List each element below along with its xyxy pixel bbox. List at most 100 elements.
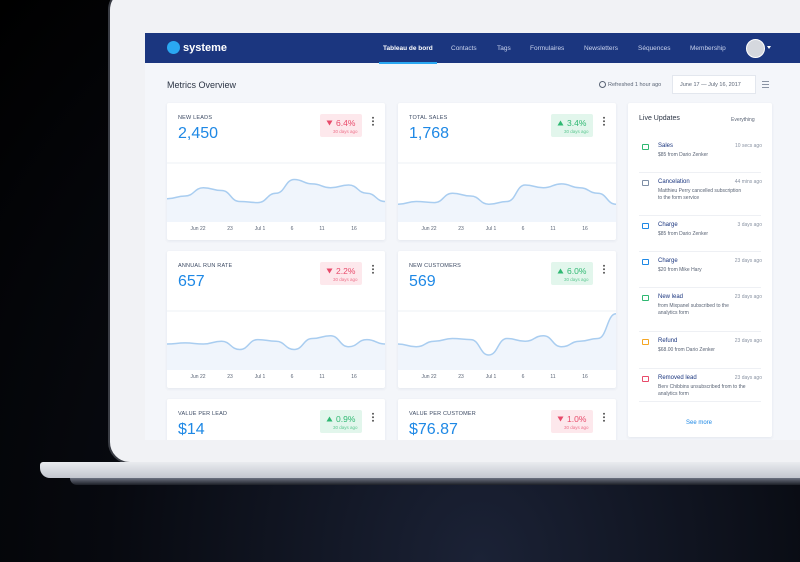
card-label: NEW LEADS bbox=[178, 115, 213, 121]
x-axis-label: Jul 1 bbox=[254, 226, 266, 232]
x-axis-label: 23 bbox=[227, 374, 233, 380]
update-time: 23 days ago bbox=[734, 294, 762, 300]
live-filter[interactable]: Everything bbox=[731, 117, 755, 123]
separator bbox=[639, 331, 761, 332]
live-title: Live Updates bbox=[639, 115, 680, 122]
x-axis-label: 6 bbox=[290, 374, 294, 380]
nav-item[interactable]: Tableau de bord bbox=[383, 45, 433, 52]
update-time: 10 secs ago bbox=[735, 143, 762, 149]
page-title: Metrics Overview bbox=[167, 80, 237, 90]
card-label: NEW CUSTOMERS bbox=[409, 263, 462, 269]
x-axis-label: 11 bbox=[319, 374, 325, 380]
nav-item[interactable]: Newsletters bbox=[584, 45, 618, 52]
avatar[interactable] bbox=[746, 39, 765, 58]
card-menu[interactable] bbox=[603, 264, 605, 274]
nav-item[interactable]: Formulaires bbox=[530, 45, 565, 52]
card-menu[interactable] bbox=[372, 412, 374, 422]
metric-card: NEW CUSTOMERS 569 6.0% 30 days ago Jun 22 23 J… bbox=[398, 251, 616, 388]
sparkline-line bbox=[167, 178, 385, 204]
change-arrow bbox=[557, 120, 564, 126]
x-axis-label: Jun 22 bbox=[421, 374, 437, 380]
card-menu[interactable] bbox=[603, 116, 605, 126]
update-time: 3 days ago bbox=[737, 222, 762, 228]
update-icon bbox=[642, 180, 649, 186]
metric-card: TOTAL SALES 1,768 3.4% 30 days ago Jun 22 23 J… bbox=[398, 103, 616, 240]
update-description: $85 from Dario Zenker bbox=[658, 152, 709, 158]
card-value: 2,450 bbox=[178, 125, 219, 142]
update-description: $20 from Mike Hary bbox=[658, 267, 702, 273]
x-axis-label: 23 bbox=[458, 374, 464, 380]
laptop-base bbox=[40, 462, 800, 478]
date-range[interactable]: June 17 — July 16, 2017 bbox=[680, 82, 741, 88]
screen: systeme Tableau de bord Contacts Tags Formu… bbox=[145, 33, 800, 440]
card-label: VALUE PER LEAD bbox=[178, 411, 228, 417]
change-badge: 6.4% 30 days ago bbox=[320, 114, 362, 137]
change-badge: 0.9% 30 days ago bbox=[320, 410, 362, 433]
metric-card: VALUE PER LEAD $14 0.9% 30 days ago bbox=[167, 399, 385, 440]
change-arrow bbox=[557, 416, 564, 422]
x-axis-label: 11 bbox=[550, 226, 556, 232]
card-menu[interactable] bbox=[372, 264, 374, 274]
change-badge: 6.0% 30 days ago bbox=[551, 262, 593, 285]
x-axis-label: 16 bbox=[351, 374, 357, 380]
card-menu[interactable] bbox=[372, 116, 374, 126]
card-value: 569 bbox=[409, 273, 436, 290]
update-title: Removed lead bbox=[658, 375, 697, 381]
arrow-shape bbox=[557, 416, 564, 422]
arrow-shape bbox=[326, 416, 333, 422]
card-menu[interactable] bbox=[603, 412, 605, 422]
brand[interactable]: systeme bbox=[183, 42, 228, 54]
sparkline-area bbox=[398, 313, 616, 370]
update-title: Sales bbox=[658, 143, 674, 149]
refreshed: Refreshed 1 hour ago bbox=[608, 82, 662, 88]
separator bbox=[639, 368, 761, 369]
x-axis-label: 11 bbox=[550, 374, 556, 380]
nav-item[interactable]: Membership bbox=[690, 45, 726, 52]
update-time: 23 days ago bbox=[734, 375, 762, 381]
update-description: Matthieu Perry cancelled subscription to… bbox=[658, 188, 742, 201]
update-icon bbox=[642, 339, 649, 345]
update-icon bbox=[642, 144, 649, 150]
card-value: 1,768 bbox=[409, 125, 450, 142]
metric-card: NEW LEADS 2,450 6.4% 30 days ago Jun 22 23 Jul… bbox=[167, 103, 385, 240]
change-arrow bbox=[326, 416, 333, 422]
change-arrow bbox=[326, 268, 333, 274]
x-axis-label: Jul 1 bbox=[254, 374, 266, 380]
card-value: $76.87 bbox=[409, 421, 458, 438]
active-underline bbox=[379, 62, 437, 64]
update-title: Cancelation bbox=[658, 179, 690, 185]
separator bbox=[639, 251, 761, 252]
sparkline bbox=[167, 310, 385, 370]
update-description: $85 from Dario Zenker bbox=[658, 231, 709, 237]
date-picker[interactable] bbox=[672, 75, 756, 94]
sparkline-line bbox=[167, 334, 385, 351]
update-icon bbox=[642, 259, 649, 265]
change-badge: 1.0% 30 days ago bbox=[551, 410, 593, 433]
arrow-shape bbox=[326, 268, 333, 274]
change-badge: 3.4% 30 days ago bbox=[551, 114, 593, 137]
change-percent: 2.2% bbox=[336, 266, 356, 276]
change-arrow bbox=[326, 120, 333, 126]
x-axis-label: 23 bbox=[458, 226, 464, 232]
x-axis-label: Jun 22 bbox=[190, 374, 206, 380]
nav-item[interactable]: Tags bbox=[497, 45, 511, 52]
logo[interactable] bbox=[167, 41, 180, 54]
change-badge: 2.2% 30 days ago bbox=[320, 262, 362, 285]
update-icon bbox=[642, 223, 649, 229]
update-title: Refund bbox=[658, 338, 678, 344]
x-axis-label: 16 bbox=[351, 226, 357, 232]
change-percent: 1.0% bbox=[567, 414, 587, 424]
card-label: TOTAL SALES bbox=[409, 115, 448, 121]
update-time: 23 days ago bbox=[734, 338, 762, 344]
card-value: 657 bbox=[178, 273, 205, 290]
menu-icon[interactable] bbox=[762, 81, 769, 88]
nav-item[interactable]: Séquences bbox=[638, 45, 671, 52]
nav-item[interactable]: Contacts bbox=[451, 45, 477, 52]
see-more[interactable]: See more bbox=[686, 420, 713, 426]
update-time: 44 mins ago bbox=[734, 179, 762, 185]
sparkline-area bbox=[167, 179, 385, 222]
change-period: 30 days ago bbox=[564, 277, 589, 282]
separator bbox=[639, 215, 761, 216]
x-axis-label: 23 bbox=[227, 226, 233, 232]
